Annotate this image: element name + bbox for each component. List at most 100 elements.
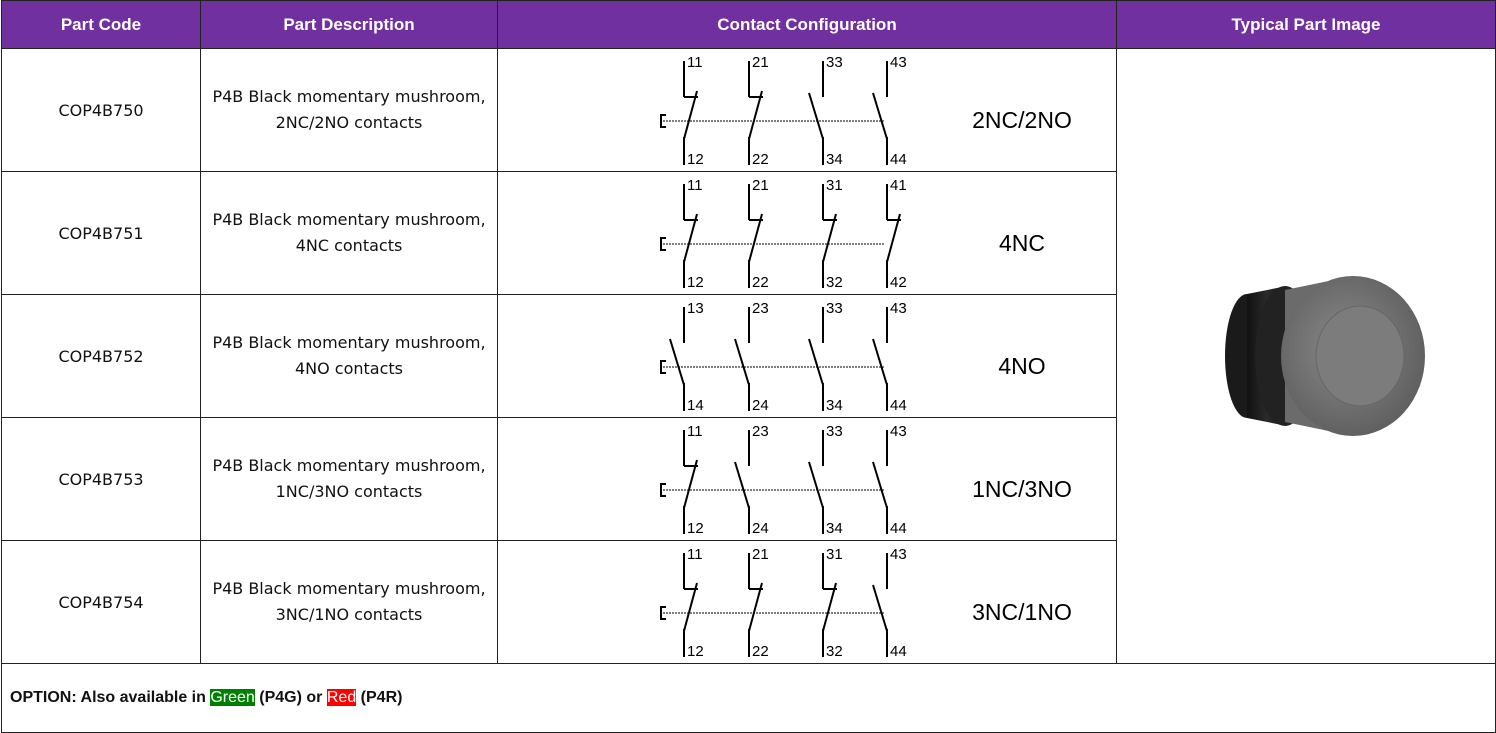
- terminal-bottom: 24: [752, 520, 769, 537]
- part-code: COP4B752: [1, 294, 201, 418]
- terminal-bottom: 44: [890, 397, 907, 414]
- header-row: Part Code Part Description Contact Confi…: [1, 0, 1496, 49]
- terminal-bottom: 44: [890, 151, 907, 168]
- description-line: P4B Black momentary mushroom,: [212, 579, 486, 598]
- terminal-top: 21: [752, 546, 769, 563]
- item-row: COP4B751 P4B Black momentary mushroom, 4NC…: [1, 171, 1496, 295]
- actuator-bracket: [660, 360, 666, 374]
- option-cell: OPTION: Also available in Green (P4G) or…: [1, 663, 1496, 733]
- contact-blade: [872, 92, 888, 140]
- terminal-bottom: 12: [687, 520, 704, 537]
- item-row: COP4B753 P4B Black momentary mushroom, 1NC…: [1, 417, 1496, 541]
- terminal-top: 31: [826, 546, 843, 563]
- configuration-label: 4NO: [998, 353, 1045, 379]
- contact-blade: [872, 338, 888, 386]
- option-green: Green: [210, 689, 255, 706]
- terminal-bottom: 34: [826, 520, 843, 537]
- part-code: COP4B754: [1, 540, 201, 664]
- header-cell: Contact Configuration: [497, 0, 1117, 49]
- option-row: OPTION: Also available in Green (P4G) or…: [1, 663, 1496, 733]
- contact-blade: [683, 582, 698, 632]
- terminal-bottom: 44: [890, 643, 907, 660]
- configuration-label: 1NC/3NO: [972, 476, 1072, 502]
- contact-diagram: 11 12 21 22 31 32 41 42 4NC: [660, 177, 1045, 291]
- item-row: COP4B752 P4B Black momentary mushroom, 4NO…: [1, 294, 1496, 418]
- part-description: P4B Black momentary mushroom, 3NC/1NO con…: [200, 540, 498, 664]
- terminal-bottom: 42: [890, 274, 907, 291]
- description-line: 4NO contacts: [294, 359, 404, 378]
- part-description: P4B Black momentary mushroom, 4NO contact…: [200, 294, 498, 418]
- terminal-top: 33: [826, 54, 843, 71]
- header-cell: Part Code: [1, 0, 201, 49]
- contact-configuration: 11 12 21 22 31 32 43 44 3NC/1NO: [497, 540, 1117, 664]
- description-line: 4NC contacts: [295, 236, 403, 255]
- part-description: P4B Black momentary mushroom, 1NC/3NO con…: [200, 417, 498, 541]
- contact-diagram: 11 12 21 22 33 34 43 44 2NC/2NO: [660, 54, 1072, 168]
- contact-blade: [886, 213, 901, 263]
- terminal-bottom: 34: [826, 151, 843, 168]
- terminal-top: 11: [687, 546, 703, 563]
- contact-blade: [683, 90, 698, 140]
- terminal-bottom: 12: [687, 274, 704, 291]
- terminal-top: 31: [826, 177, 843, 194]
- contact-blade: [683, 213, 698, 263]
- terminal-bottom: 24: [752, 397, 769, 414]
- option-prefix: OPTION: Also available in: [10, 689, 206, 706]
- part-description: P4B Black momentary mushroom, 2NC/2NO con…: [200, 48, 498, 172]
- item-row: COP4B754 P4B Black momentary mushroom, 3NC…: [1, 540, 1496, 664]
- terminal-bottom: 34: [826, 397, 843, 414]
- contact-blade: [808, 461, 824, 509]
- contact-blade: [822, 582, 837, 632]
- part-description: P4B Black momentary mushroom, 4NC contact…: [200, 171, 498, 295]
- option-green-code: (P4G) or: [259, 689, 323, 706]
- terminal-top: 21: [752, 177, 769, 194]
- contact-blade: [683, 459, 698, 509]
- contact-configuration: 11 12 21 22 33 34 43 44 2NC/2NO: [497, 48, 1117, 172]
- terminal-bottom: 22: [752, 151, 769, 168]
- contact-blade: [872, 461, 888, 509]
- item-row: COP4B750 P4B Black momentary mushroom, 2NC…: [1, 48, 1496, 664]
- image-shape: [1315, 305, 1405, 407]
- part-code: COP4B751: [1, 171, 201, 295]
- terminal-top: 33: [826, 423, 843, 440]
- contact-configuration: 11 12 23 24 33 34 43 44 1NC/3NO: [497, 417, 1117, 541]
- terminal-bottom: 12: [687, 151, 704, 168]
- header-cell: Part Description: [200, 0, 498, 49]
- terminal-bottom: 32: [826, 274, 843, 291]
- contact-blade: [748, 213, 763, 263]
- option-red-code: (P4R): [360, 689, 403, 706]
- terminal-top: 43: [890, 546, 907, 563]
- description-line: P4B Black momentary mushroom,: [212, 456, 486, 475]
- terminal-top: 11: [687, 177, 703, 194]
- part-code: COP4B750: [1, 48, 201, 172]
- contact-blade: [748, 90, 763, 140]
- description-line: 1NC/3NO contacts: [275, 482, 423, 501]
- contact-blade: [748, 582, 763, 632]
- description-line: 2NC/2NO contacts: [275, 113, 423, 132]
- header-cell: Typical Part Image: [1116, 0, 1496, 49]
- terminal-top: 33: [826, 300, 843, 317]
- contact-blade: [669, 338, 685, 386]
- contact-blade: [734, 461, 750, 509]
- terminal-bottom: 12: [687, 643, 704, 660]
- terminal-bottom: 22: [752, 274, 769, 291]
- terminal-bottom: 22: [752, 643, 769, 660]
- part-image-cell: [1116, 48, 1496, 664]
- description-line: P4B Black momentary mushroom,: [212, 210, 486, 229]
- terminal-top: 43: [890, 423, 907, 440]
- configuration-label: 2NC/2NO: [972, 107, 1072, 133]
- contact-blade: [734, 338, 750, 386]
- contact-blade: [872, 584, 888, 632]
- actuator-bracket: [660, 237, 666, 251]
- contact-blade: [808, 338, 824, 386]
- description-line: P4B Black momentary mushroom,: [212, 87, 486, 106]
- terminal-top: 41: [890, 177, 907, 194]
- terminal-top: 21: [752, 54, 769, 71]
- terminal-bottom: 14: [687, 397, 704, 414]
- contact-blade: [808, 92, 824, 140]
- description-line: 3NC/1NO contacts: [275, 605, 423, 624]
- terminal-top: 43: [890, 300, 907, 317]
- terminal-top: 23: [752, 300, 769, 317]
